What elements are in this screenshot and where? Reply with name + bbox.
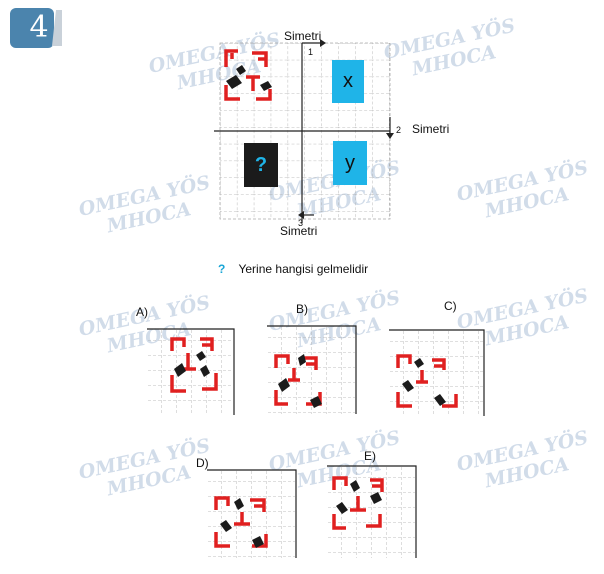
question-number: 4 [29, 10, 49, 45]
option-a-label: A) [136, 305, 148, 319]
pattern-top-left [224, 49, 272, 101]
option-e-label: E) [364, 449, 376, 463]
box-x-label: x [343, 70, 353, 92]
question-number-badge [10, 8, 62, 48]
symmetry-diagram: Simetri 1 2 Simetri 3 Simetri x ? y [214, 29, 449, 238]
option-b[interactable] [266, 322, 358, 417]
box-y-label: y [345, 152, 355, 174]
axis-num-2: 2 [396, 125, 401, 135]
axis-label-top: Simetri [284, 29, 321, 43]
option-a[interactable] [146, 325, 236, 417]
box-y [333, 141, 367, 185]
option-c[interactable] [388, 326, 486, 418]
box-unknown-label: ? [255, 154, 267, 176]
question-prompt: ? Yerine hangisi gelmelidir [218, 262, 368, 276]
option-e[interactable] [326, 462, 418, 560]
axis-num-1: 1 [308, 47, 313, 57]
box-x [332, 60, 364, 103]
box-unknown [244, 143, 278, 187]
option-c-label: C) [444, 299, 457, 313]
question-mark: ? [218, 262, 226, 276]
option-d[interactable] [206, 466, 298, 561]
option-d-label: D) [196, 456, 209, 470]
axis-label-right: Simetri [412, 122, 449, 136]
axis-num-3: 3 [298, 218, 303, 228]
question-text: Yerine hangisi gelmelidir [238, 262, 369, 276]
axis-label-bottom: Simetri [280, 224, 317, 238]
option-b-label: B) [296, 302, 308, 316]
